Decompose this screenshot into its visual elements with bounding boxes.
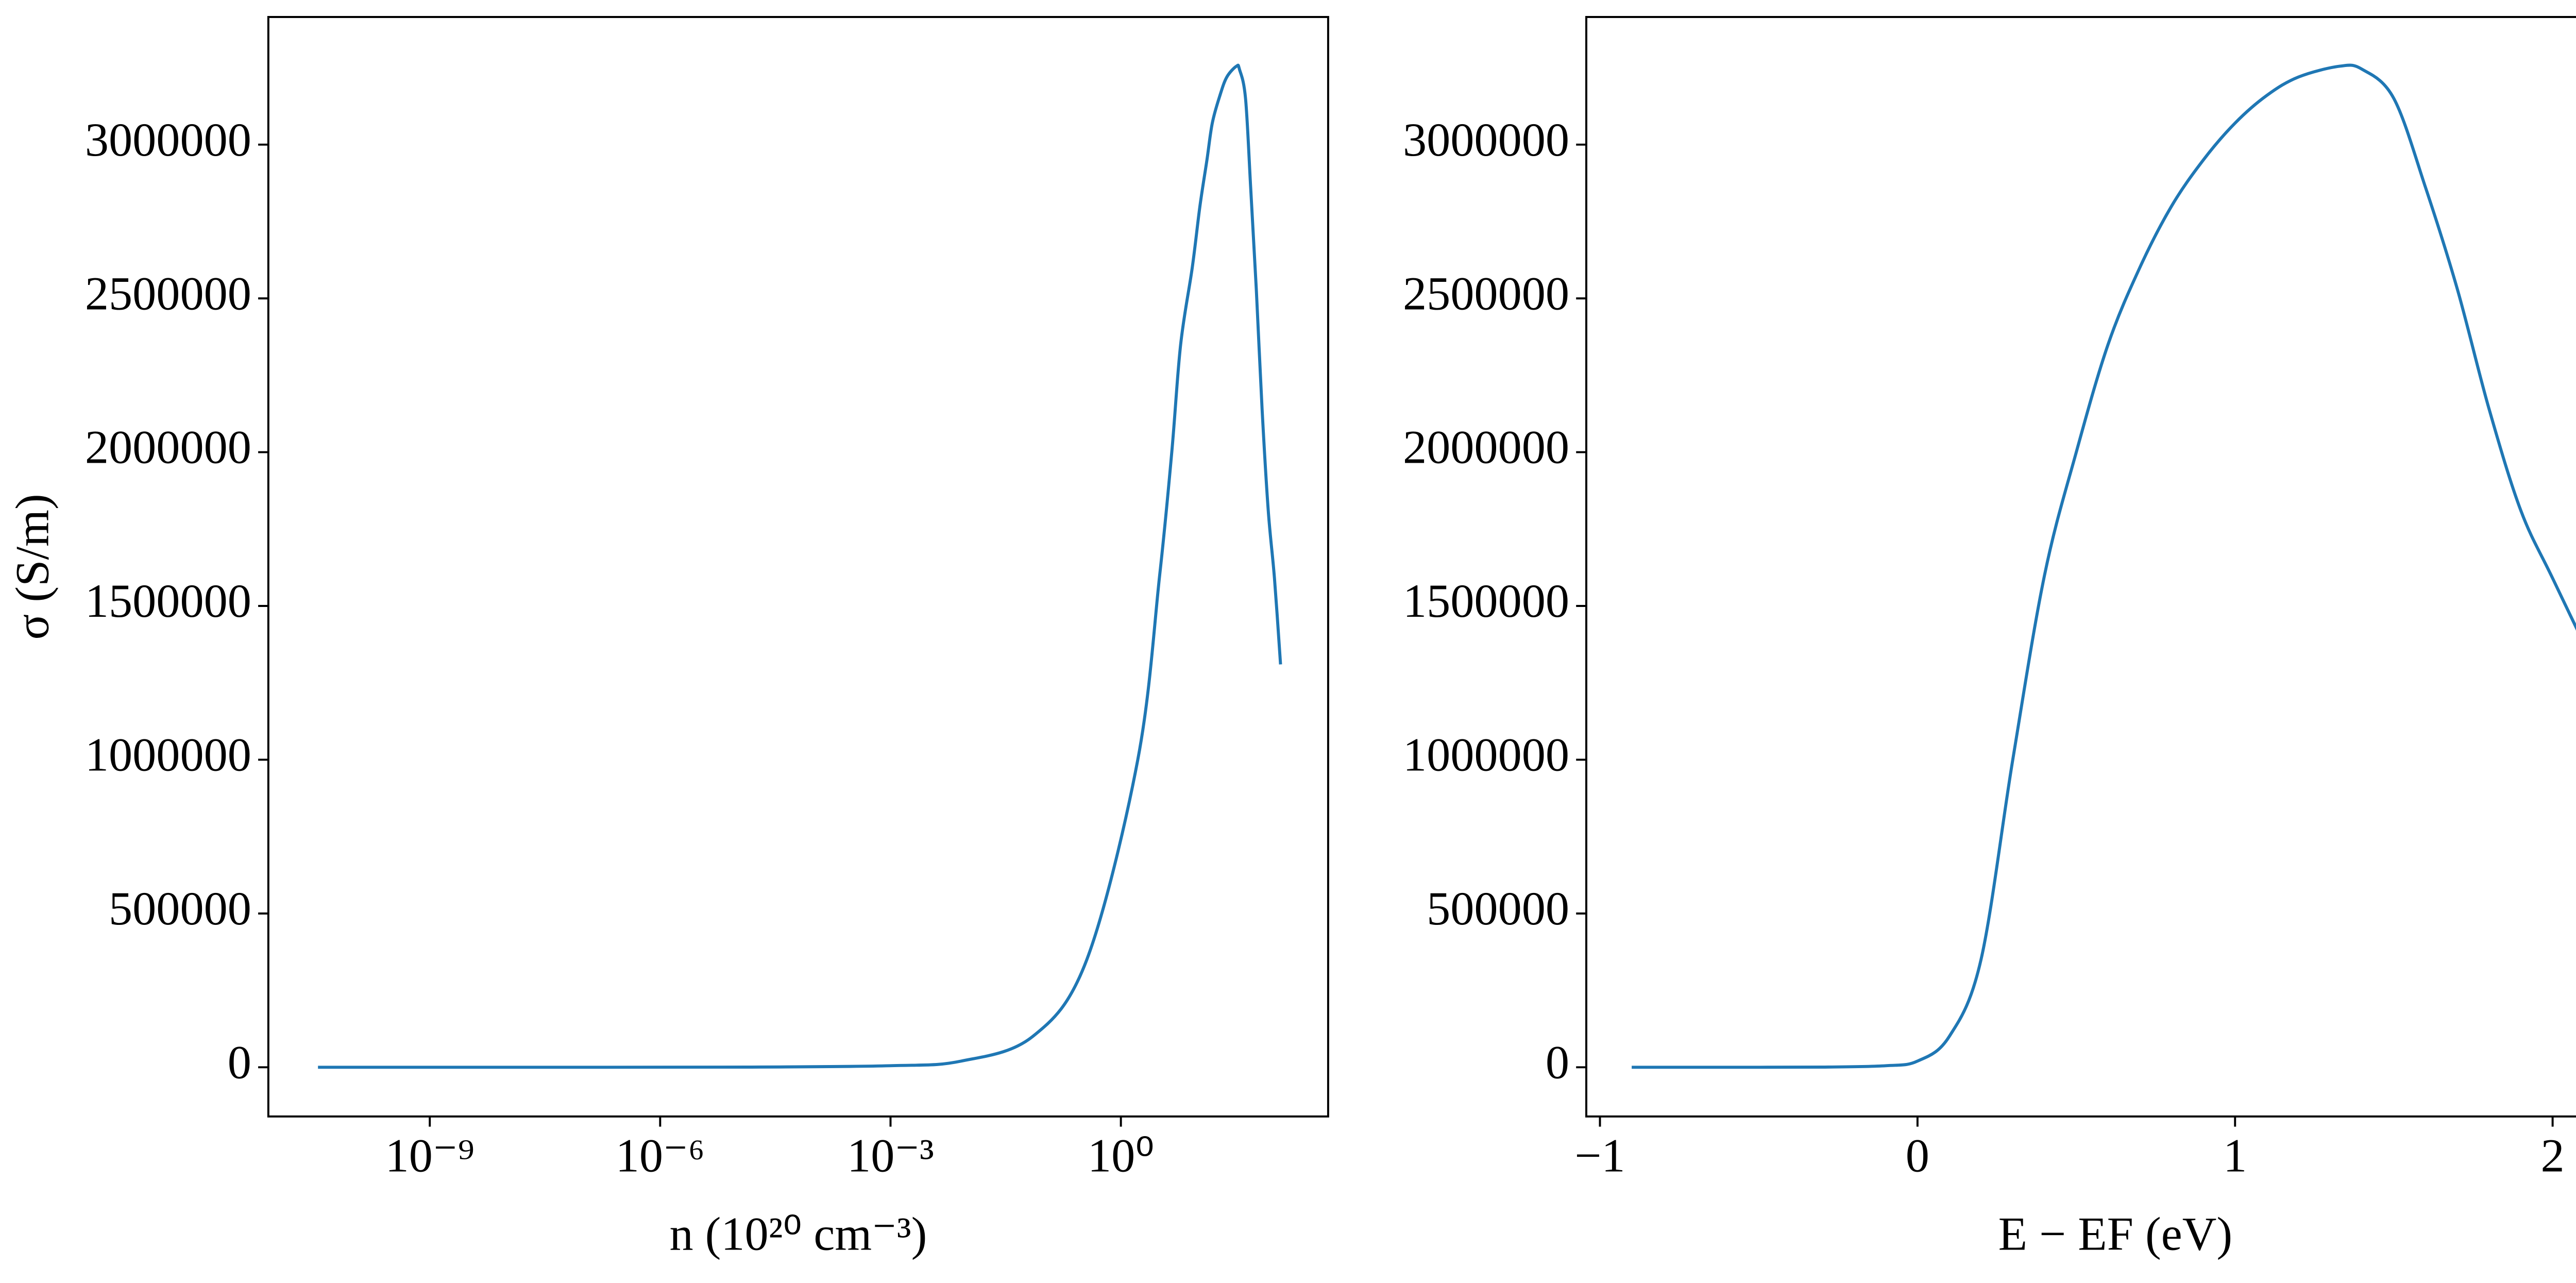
x-tick-label: 10⁻³ — [847, 1129, 934, 1182]
y-axis-label: σ (S/m) — [6, 494, 59, 639]
x-tick-label: 0 — [1906, 1129, 1929, 1182]
x-tick-label: 10⁻⁹ — [385, 1129, 474, 1182]
x-tick-label: 10⁻⁶ — [616, 1129, 705, 1182]
x-tick-label: −1 — [1574, 1129, 1625, 1182]
y-tick-label: 2500000 — [1403, 267, 1569, 319]
data-line — [318, 63, 1282, 1069]
x-axis-label: n (10²⁰ cm⁻³) — [669, 1207, 927, 1260]
y-tick-label: 2000000 — [1403, 421, 1569, 474]
plot-frame — [1585, 16, 2576, 1118]
x-tick-label: 1 — [2223, 1129, 2247, 1182]
plot-frame — [267, 16, 1329, 1118]
y-tick-label: 1000000 — [85, 729, 251, 781]
y-tick-label: 0 — [1546, 1036, 1569, 1088]
y-tick-label: 1000000 — [1403, 729, 1569, 781]
y-tick-label: 3000000 — [1403, 113, 1569, 166]
y-tick-label: 2000000 — [85, 421, 251, 474]
y-tick-label: 3000000 — [85, 113, 251, 166]
data-line — [1632, 63, 2576, 1069]
x-tick-label: 10⁰ — [1088, 1129, 1154, 1182]
y-tick-label: 2500000 — [85, 267, 251, 319]
x-tick-label: 2 — [2541, 1129, 2565, 1182]
y-tick-label: 500000 — [109, 882, 251, 935]
x-axis-label: E − EF (eV) — [1998, 1207, 2232, 1260]
y-tick-label: 1500000 — [85, 575, 251, 627]
y-tick-label: 0 — [228, 1036, 251, 1088]
y-tick-label: 500000 — [1427, 882, 1569, 935]
y-tick-label: 1500000 — [1403, 575, 1569, 627]
